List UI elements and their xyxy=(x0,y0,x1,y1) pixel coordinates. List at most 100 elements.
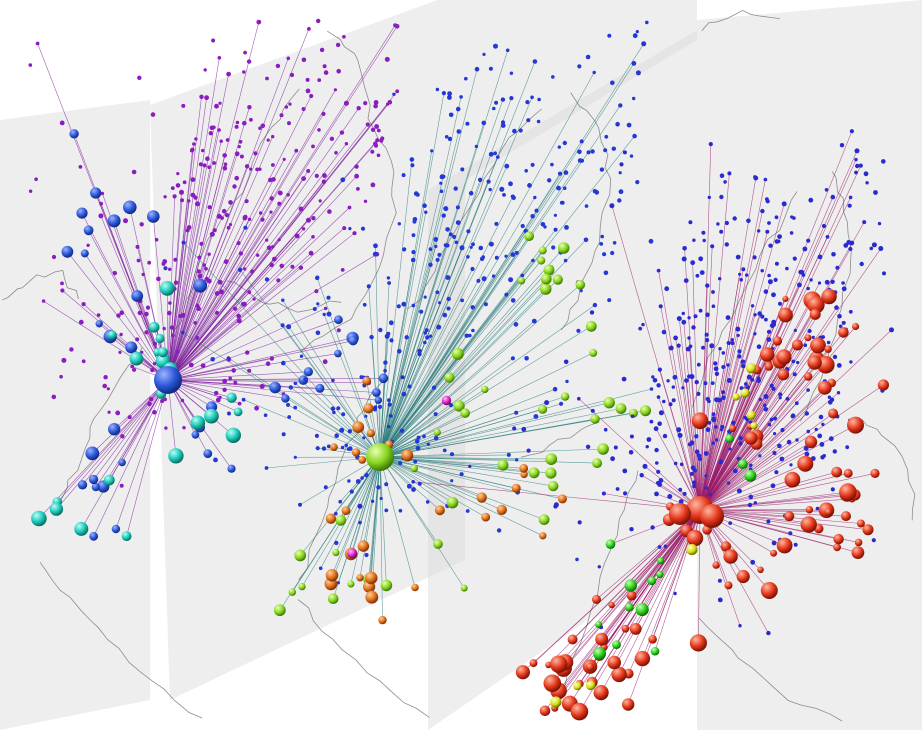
node-layer-1-small xyxy=(317,78,322,82)
node-layer-3-small xyxy=(828,436,834,442)
node-layer-1-small xyxy=(363,199,368,203)
node-layer-2-orange xyxy=(434,505,445,516)
node-layer-3-small xyxy=(821,223,827,229)
node-layer-2-green xyxy=(288,588,297,596)
node-layer-3-small xyxy=(628,450,634,455)
node-layer-2-small xyxy=(341,412,346,417)
node-layer-1-small xyxy=(298,206,304,212)
node-layer-3-small xyxy=(750,304,755,308)
edge-layer-3 xyxy=(699,296,830,511)
node-layer-2-green xyxy=(537,256,546,265)
node-layer-1-small xyxy=(385,102,390,106)
node-layer-1-blue xyxy=(303,367,313,377)
node-layer-1-small xyxy=(196,269,201,274)
node-layer-1-small xyxy=(242,70,246,74)
edge-layer-3 xyxy=(699,203,785,511)
node-layer-3-small xyxy=(773,432,777,436)
edge-layer-1 xyxy=(115,379,169,530)
node-layer-3-small xyxy=(720,424,725,430)
node-layer-2-small xyxy=(556,185,561,191)
node-layer-1-blue xyxy=(348,336,358,346)
edge-layer-2 xyxy=(290,387,381,458)
node-layer-2-small xyxy=(376,485,381,490)
node-layer-2-small xyxy=(466,229,471,234)
edge-layer-2 xyxy=(379,353,459,458)
node-layer-3-small xyxy=(702,238,706,243)
node-layer-3-small xyxy=(789,463,793,467)
edge-layer-1 xyxy=(167,153,238,381)
node-layer-2-green xyxy=(524,231,534,242)
node-layer-2-small xyxy=(411,233,416,238)
node-layer-3-small xyxy=(765,229,770,234)
edge-layer-3 xyxy=(699,345,713,511)
node-layer-3-small xyxy=(621,376,627,382)
node-layer-3-small xyxy=(726,378,732,383)
edge-layer-1 xyxy=(167,353,338,381)
node-layer-2-small xyxy=(492,106,496,111)
node-layer-1-cyan xyxy=(155,333,165,344)
node-layer-2-small xyxy=(422,434,426,439)
node-layer-3-small xyxy=(656,469,661,474)
node-layer-1-small xyxy=(269,196,274,201)
node-layer-3-green xyxy=(650,646,660,656)
edge-layer-1 xyxy=(167,127,215,381)
edge-layer-1 xyxy=(167,224,231,381)
node-layer-1-cyan xyxy=(226,392,237,403)
node-layer-2-small xyxy=(431,385,437,390)
edge-layer-3 xyxy=(699,314,786,511)
node-layer-2-small xyxy=(592,70,596,75)
coastline-3 xyxy=(39,561,203,719)
node-layer-2-small xyxy=(360,226,366,231)
node-layer-3-small xyxy=(771,540,777,546)
node-layer-1-small xyxy=(356,187,360,191)
node-layer-2-small xyxy=(347,429,352,434)
node-layer-2-small xyxy=(476,278,481,283)
node-layer-3-small xyxy=(577,520,582,525)
node-layer-1-small xyxy=(327,209,332,214)
node-layer-3-small xyxy=(724,220,730,226)
node-layer-3-red xyxy=(854,538,863,547)
edge-layer-1 xyxy=(93,379,169,480)
edge-layer-3 xyxy=(699,443,757,511)
node-layer-3-small xyxy=(657,421,662,427)
node-layer-1-small xyxy=(277,238,281,242)
node-layer-2-small xyxy=(433,237,439,242)
node-layer-1-small xyxy=(318,199,322,203)
node-layer-1-small xyxy=(207,165,211,169)
node-layer-3-small xyxy=(705,283,710,288)
node-layer-3-small xyxy=(622,150,627,155)
node-layer-1-small xyxy=(199,94,204,100)
node-layer-2-small xyxy=(560,200,565,205)
node-layer-3-red xyxy=(595,632,609,646)
edge-layer-2 xyxy=(183,242,381,458)
node-layer-2-magenta xyxy=(441,395,452,406)
node-layer-3-small xyxy=(676,316,682,322)
edge-layer-3 xyxy=(618,509,701,675)
node-layer-2-small xyxy=(298,502,302,507)
edge-layer-2 xyxy=(379,456,518,493)
node-layer-3-small xyxy=(468,464,472,468)
node-layer-3-red xyxy=(797,455,814,472)
node-layer-1-small xyxy=(271,245,275,249)
edge-layer-1 xyxy=(167,220,309,381)
node-layer-1-small xyxy=(192,142,196,146)
node-layer-3-small xyxy=(836,391,841,395)
node-layer-1-small xyxy=(195,335,200,340)
node-layer-2-small xyxy=(409,157,415,162)
node-layer-2-small xyxy=(378,327,383,333)
node-layer-2-small xyxy=(415,192,420,197)
node-layer-3-small xyxy=(849,240,855,246)
node-layer-2-small xyxy=(326,444,331,449)
node-layer-3-small xyxy=(760,269,764,273)
node-layer-2-small xyxy=(445,227,450,232)
node-layer-1-small xyxy=(209,125,215,131)
node-layer-2-green xyxy=(585,320,597,332)
node-layer-2-green xyxy=(543,264,555,276)
node-layer-3-small xyxy=(681,256,687,262)
edge-layer-2 xyxy=(379,456,383,621)
node-layer-3-small xyxy=(762,403,767,408)
node-layer-3-red xyxy=(712,561,720,569)
layer-2-plane-sheet xyxy=(428,30,697,730)
node-layer-1-small xyxy=(81,302,86,307)
node-layer-1-small xyxy=(234,175,239,181)
